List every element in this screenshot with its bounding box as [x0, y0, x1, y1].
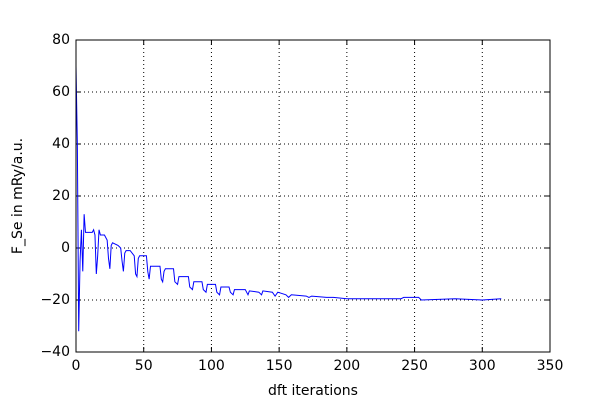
x-tick-label: 50 — [135, 358, 153, 374]
y-axis-label: F_Se in mRy/a.u. — [10, 138, 26, 254]
x-tick-label: 250 — [401, 358, 428, 374]
y-tick-label: 0 — [61, 240, 70, 256]
y-tick-label: 20 — [52, 188, 70, 204]
y-tick-label: 40 — [52, 136, 70, 152]
x-tick-label: 0 — [72, 358, 81, 374]
y-tick-label: −40 — [40, 344, 70, 360]
x-tick-label: 300 — [469, 358, 496, 374]
y-tick-label: 60 — [52, 84, 70, 100]
x-tick-label: 100 — [198, 358, 225, 374]
y-tick-label: 80 — [52, 32, 70, 48]
x-tick-label: 350 — [537, 358, 564, 374]
x-tick-label: 200 — [333, 358, 360, 374]
plot-frame — [75, 39, 551, 353]
y-tick-label: −20 — [40, 292, 70, 308]
data-line — [75, 65, 502, 332]
x-tick-label: 150 — [266, 358, 293, 374]
x-axis-label: dft iterations — [268, 383, 358, 399]
